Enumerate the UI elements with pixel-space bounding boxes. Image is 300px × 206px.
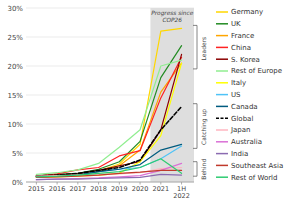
legend-label: Italy [231,79,246,87]
bracket [193,25,197,69]
legend-swatch [216,35,228,37]
legend-swatch [216,153,228,155]
text-line: 2015 [28,185,45,193]
grid-line [26,95,194,96]
y-tick-label: 10% [7,121,23,129]
legend-swatch [216,11,228,13]
legend-label: Global [231,115,253,123]
grid-line [26,8,194,9]
legend: Germany UK France China S. Korea Rest of Euro… [216,8,283,181]
lines [36,28,181,179]
series-line [36,163,181,179]
x-tick-label: 2021 [153,185,170,193]
series-line [36,63,181,177]
y-tick-label: 30% [7,5,23,13]
legend-swatch [216,47,228,49]
y-tick-label: 5% [12,150,23,158]
text-line: 2017 [70,185,87,193]
bracket-label: Behind [200,159,207,180]
x-tick-label: 1H2022 [173,185,190,200]
legend-swatch [216,117,228,119]
legend-label: UK [231,20,241,28]
series-line [36,159,181,177]
x-axis-line [26,182,194,183]
y-tick-label: 15% [7,92,23,100]
text-line: 2018 [90,185,107,193]
legend-swatch [216,70,228,72]
text-line: 2019 [111,185,128,193]
y-tick-label: 20% [7,63,23,71]
legend-label: Australia [231,138,262,146]
legend-swatch [216,129,228,131]
x-tick-label: 2020 [132,185,149,193]
legend-swatch [216,165,228,167]
grid-line [26,37,194,38]
legend-label: Japan [230,126,251,134]
legend-swatch [216,82,228,84]
y-tick-label: 0% [12,179,23,187]
series-line [36,54,181,176]
series-line [36,60,181,174]
legend-label: India [231,150,248,158]
bracket-label: Leaders [200,37,207,61]
series-line [36,144,181,176]
bracket-label: Catching up [200,109,208,145]
legend-swatch [216,176,228,178]
bracket [193,104,197,149]
legend-swatch [216,58,228,60]
legend-label: China [231,44,251,52]
y-tick-label: 25% [7,34,23,42]
x-tick-label: 2017 [70,185,87,193]
legend-label: Germany [231,8,263,16]
text-line: 2021 [153,185,170,193]
series-line [36,107,181,177]
text-line: COP26 [162,17,182,23]
legend-label: Canada [231,103,258,111]
legend-label: Rest of Europe [231,67,282,75]
x-tick-label: 2019 [111,185,128,193]
legend-swatch [216,94,228,96]
text-line: 2016 [49,185,66,193]
x-tick-label: 2016 [49,185,66,193]
legend-label: Rest of World [231,174,278,182]
grid-line [26,124,194,125]
x-tick-label: 2018 [90,185,107,193]
legend-swatch [216,23,228,25]
legend-label: US [231,91,241,99]
legend-label: Southeast Asia [231,162,283,170]
legend-label: France [231,32,254,40]
series-line [36,63,181,176]
series-line [36,28,181,176]
bracket [193,162,197,177]
annotation: Progress sinceCOP26 [151,10,193,23]
legend-swatch [216,106,228,108]
chart: 0% 5% 10% 15% 20% 25% 30% 2015 2016 20172018 2019 2… [0,0,300,206]
text-line: 2022 [173,192,190,200]
grid-line [26,182,194,183]
series-line [36,46,181,176]
text-line: 2020 [132,185,149,193]
legend-label: S. Korea [231,56,260,64]
x-tick-label: 2015 [28,185,45,193]
legend-swatch [216,141,228,143]
series-line [36,57,181,176]
